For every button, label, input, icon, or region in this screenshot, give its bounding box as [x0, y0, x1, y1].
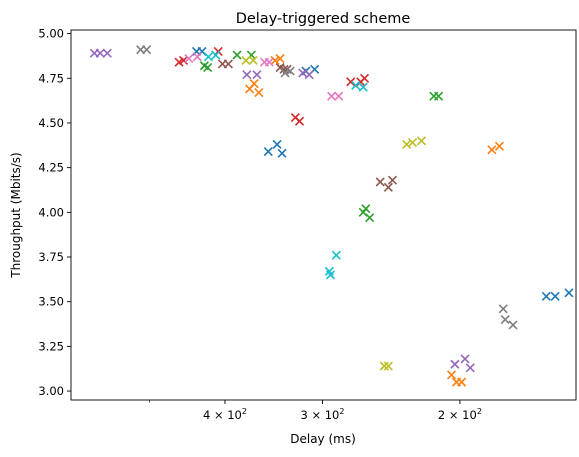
chart-title: Delay-triggered scheme [236, 11, 411, 27]
data-point [383, 361, 393, 371]
plot-frame [70, 29, 577, 401]
data-point [365, 213, 375, 223]
y-tick-label: 3.75 [38, 250, 64, 264]
data-point [275, 54, 285, 64]
data-point [331, 250, 341, 260]
data-point [487, 145, 497, 155]
data-point [327, 91, 337, 101]
data-point [407, 138, 418, 148]
data-point [241, 55, 251, 65]
data-point [498, 304, 508, 314]
y-tick-label: 4.75 [38, 71, 64, 85]
data-point [285, 66, 295, 76]
data-point [564, 288, 574, 298]
data-point [434, 91, 444, 101]
data-point [102, 48, 112, 58]
data-point [325, 270, 336, 280]
x-axis: 4 × 102 3 × 102 2 × 102 [148, 400, 482, 422]
data-point [508, 320, 518, 330]
y-tick-label: 3.25 [38, 339, 64, 353]
x-tick-label: 3 × 102 [300, 407, 344, 422]
data-point [351, 80, 361, 90]
x-tick-label: 2 × 102 [438, 407, 482, 422]
data-point [550, 291, 560, 301]
data-point [203, 52, 213, 62]
data-point [252, 70, 262, 80]
y-tick-label: 5.00 [38, 27, 64, 41]
data-point [203, 62, 213, 73]
data-point [358, 82, 368, 92]
data-point [465, 363, 475, 373]
data-point [272, 139, 282, 149]
data-point [416, 136, 427, 146]
data-point [375, 177, 385, 187]
data-point [446, 370, 457, 380]
data-point [379, 361, 389, 371]
data-point [387, 175, 398, 185]
data-point [304, 70, 314, 80]
data-point [270, 55, 280, 65]
data-point [95, 48, 105, 58]
data-point [142, 45, 152, 55]
data-point [457, 377, 467, 387]
data-point [359, 73, 370, 83]
data-point [346, 77, 356, 87]
data-point [383, 182, 393, 192]
data-point [248, 55, 258, 65]
data-point [192, 52, 202, 62]
x-tick-label: 4 × 102 [203, 407, 247, 422]
data-point [450, 359, 460, 369]
data-point [178, 55, 189, 65]
data-point [500, 314, 510, 325]
data-point [541, 291, 551, 301]
data-point [264, 57, 274, 67]
data-point [280, 68, 290, 78]
data-point [263, 146, 273, 157]
data-point [277, 148, 287, 158]
data-point [254, 87, 264, 98]
x-axis-label: Delay (ms) [290, 432, 356, 446]
data-point [249, 79, 259, 89]
y-tick-label: 4.25 [38, 161, 64, 175]
y-tick-label: 4.00 [38, 205, 64, 219]
data-point [402, 139, 412, 149]
y-axis: 3.00 3.25 3.50 3.75 4.00 4.25 4.50 4.75 5.00 [38, 27, 71, 398]
data-point [242, 70, 252, 80]
data-point [494, 141, 504, 151]
data-point [232, 50, 242, 60]
y-axis-label: Throughput (Mbits/s) [9, 152, 23, 278]
y-tick-label: 4.50 [38, 116, 64, 130]
data-points [89, 45, 574, 387]
data-point [223, 59, 233, 69]
y-tick-label: 3.00 [38, 384, 64, 398]
data-point [211, 50, 221, 60]
data-point [361, 204, 371, 214]
y-tick-label: 3.50 [38, 295, 64, 309]
data-point [294, 116, 305, 126]
data-point [298, 68, 308, 78]
data-point [184, 54, 194, 64]
data-point [334, 91, 344, 101]
data-point [460, 354, 470, 364]
